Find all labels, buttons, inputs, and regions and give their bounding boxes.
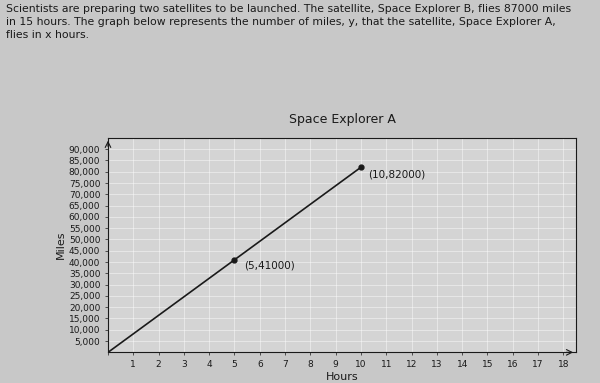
Text: (5,41000): (5,41000)	[245, 261, 295, 271]
Text: Scientists are preparing two satellites to be launched. The satellite, Space Exp: Scientists are preparing two satellites …	[6, 4, 571, 40]
Text: Space Explorer A: Space Explorer A	[289, 113, 395, 126]
X-axis label: Hours: Hours	[326, 372, 358, 382]
Text: (10,82000): (10,82000)	[368, 169, 426, 179]
Y-axis label: Miles: Miles	[56, 231, 66, 259]
